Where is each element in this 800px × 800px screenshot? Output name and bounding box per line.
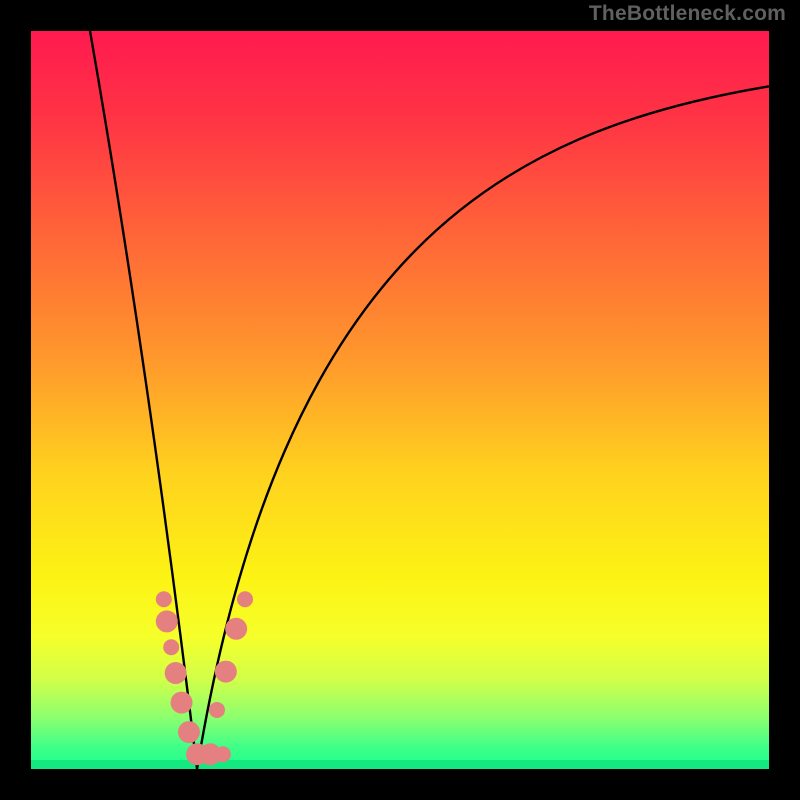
data-marker [178,721,200,743]
data-marker [171,692,193,714]
data-marker [215,746,231,762]
chart-frame: TheBottleneck.com [0,0,800,800]
data-marker [163,639,179,655]
watermark-text: TheBottleneck.com [589,2,786,26]
plot-background [31,31,769,769]
data-marker [156,610,178,632]
data-marker [215,661,237,683]
data-marker [165,662,187,684]
data-marker [156,591,172,607]
data-marker [225,618,247,640]
bottom-green-band [31,760,769,769]
data-marker [209,702,225,718]
data-marker [237,591,253,607]
bottleneck-chart [0,0,800,800]
